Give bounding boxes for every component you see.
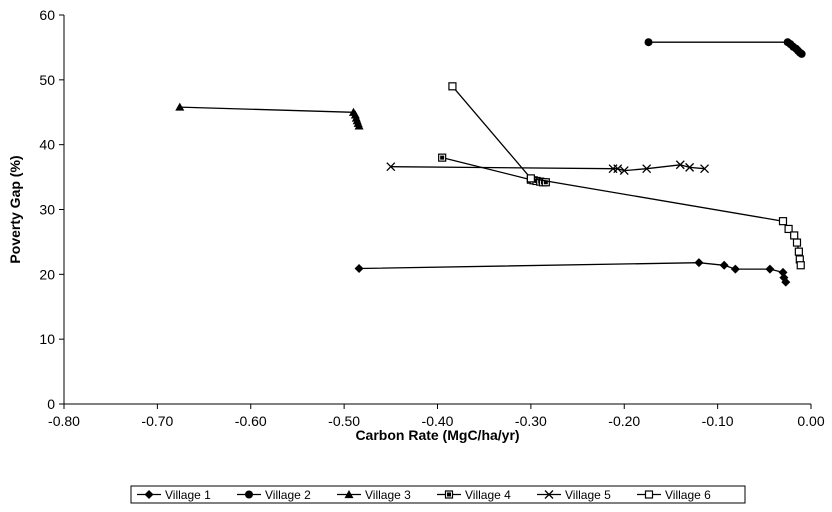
- data-point: [448, 82, 457, 91]
- series-village-6: [448, 82, 805, 270]
- data-point: [719, 260, 729, 270]
- data-point: [613, 164, 623, 174]
- plot-area: -0.80 -0.70 -0.60 -0.50 -0.40 -0.30 -0.20 -0.10…: [39, 7, 824, 429]
- y-tick-label: 20: [39, 266, 55, 282]
- y-tick-label: 0: [47, 396, 55, 412]
- data-point: [675, 160, 685, 170]
- x-axis-title: Carbon Rate (MgC/ha/yr): [355, 427, 519, 443]
- data-point: [794, 247, 803, 256]
- data-point: [619, 166, 629, 176]
- x-tick-label: -0.70: [141, 413, 173, 429]
- y-axis-title: Poverty Gap (%): [7, 155, 23, 263]
- data-point: [354, 121, 364, 130]
- legend-item: Village 5: [537, 488, 611, 502]
- legend-marker: [245, 490, 253, 499]
- data-point: [784, 224, 793, 234]
- x-tick-label: -0.20: [608, 413, 640, 429]
- legend-item: Village 4: [437, 488, 511, 502]
- x-tick-label: -0.10: [702, 413, 734, 429]
- data-point: [792, 238, 802, 247]
- y-tick-label: 40: [39, 137, 55, 153]
- legend-marker-inner: [447, 492, 451, 497]
- data-point: [797, 49, 806, 58]
- series-line: [451, 85, 802, 266]
- series-village-5: [386, 160, 710, 176]
- data-point: [730, 264, 740, 274]
- x-tick-label: -0.80: [48, 413, 80, 429]
- series-village-2: [644, 38, 806, 58]
- data-point: [700, 164, 710, 174]
- legend-items: Village 1 Village 2 Village 3 Village 4 Vill…: [137, 488, 711, 502]
- data-point: [790, 231, 799, 240]
- data-point: [765, 264, 775, 274]
- series-line: [179, 106, 360, 127]
- y-tick-label: 60: [39, 7, 55, 23]
- data-point: [685, 162, 695, 172]
- data-point: [778, 217, 788, 226]
- data-point-inner: [440, 155, 445, 160]
- x-tick-label: -0.50: [328, 413, 360, 429]
- series-line: [390, 164, 705, 172]
- data-point-inner: [543, 180, 548, 185]
- legend-label: Village 5: [565, 488, 611, 502]
- data-point: [526, 174, 535, 183]
- legend-item: Village 6: [637, 488, 711, 502]
- x-tick-label: -0.60: [235, 413, 267, 429]
- legend-item: Village 3: [337, 488, 411, 502]
- data-point: [796, 261, 805, 270]
- x-tick-label: -0.40: [422, 413, 454, 429]
- data-point: [386, 162, 396, 172]
- y-tick-label: 10: [39, 331, 55, 347]
- series-village-3: [175, 102, 364, 130]
- legend-label: Village 1: [165, 488, 211, 502]
- legend-label: Village 3: [365, 488, 411, 502]
- legend-marker: [644, 490, 654, 499]
- legend-item: Village 2: [237, 488, 311, 502]
- data-point: [644, 38, 653, 47]
- legend: Village 1 Village 2 Village 3 Village 4 Vill…: [130, 485, 746, 504]
- y-tick-label: 50: [39, 72, 55, 88]
- series-layer: [175, 38, 806, 287]
- y-tick-label: 30: [39, 202, 55, 218]
- legend-label: Village 4: [465, 488, 511, 502]
- legend-marker: [144, 490, 154, 499]
- legend-label: Village 6: [665, 488, 711, 502]
- data-point: [354, 263, 364, 273]
- legend-item: Village 1: [137, 488, 211, 502]
- legend-marker: [344, 490, 354, 499]
- x-tick-label: 0.00: [797, 413, 824, 429]
- data-point: [175, 102, 185, 111]
- data-point: [694, 258, 704, 268]
- series-village-1: [354, 258, 791, 287]
- legend-marker: [544, 490, 554, 499]
- x-tick-label: -0.30: [515, 413, 547, 429]
- series-line: [648, 41, 803, 55]
- legend-label: Village 2: [265, 488, 311, 502]
- y-axis-ticks: 0 10 20 30 40 50 60: [39, 7, 64, 412]
- x-axis-ticks: -0.80 -0.70 -0.60 -0.50 -0.40 -0.30 -0.20 -0.10…: [48, 404, 825, 429]
- data-point: [642, 164, 652, 174]
- data-point: [781, 277, 791, 287]
